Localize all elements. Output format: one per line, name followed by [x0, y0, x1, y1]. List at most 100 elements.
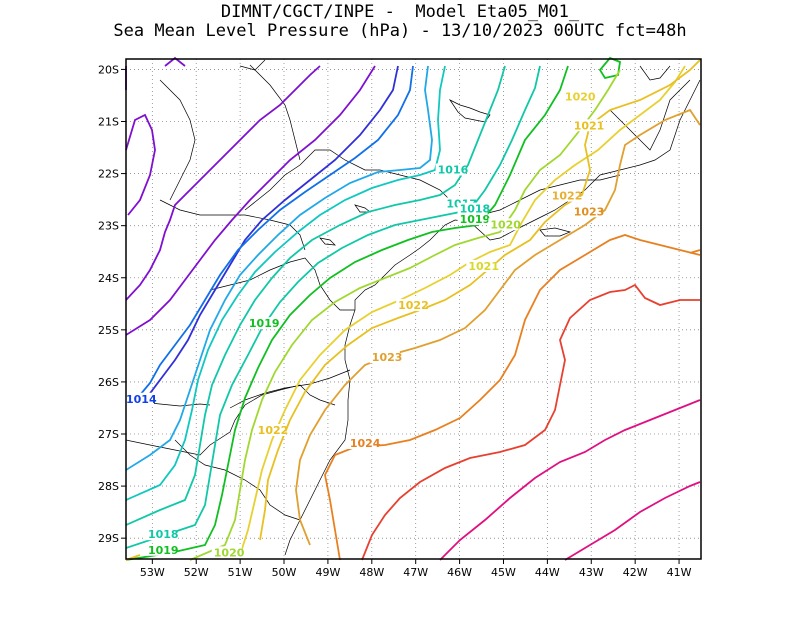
contour-label: 1021 — [468, 260, 499, 273]
contour-label: 1019 — [249, 317, 280, 330]
isobar-1020 — [189, 69, 621, 561]
lat-tick-label: 29S — [98, 532, 119, 545]
contour-label: 1019 — [460, 213, 491, 226]
contour-label-bg — [549, 189, 580, 202]
lat-tick-label: 22S — [98, 168, 119, 181]
lon-tick-label: 53W — [140, 566, 165, 579]
contour-label-bg — [571, 205, 602, 218]
isobar-1015 — [125, 65, 433, 471]
border-reservoir — [319, 237, 336, 246]
contour-label: 1021 — [574, 119, 605, 132]
lat-tick-label: 21S — [98, 116, 119, 129]
contour-label-bg — [396, 299, 427, 311]
isobar-1017 — [125, 65, 506, 526]
lon-tick-label: 48W — [359, 566, 384, 579]
isobar-1024b — [689, 249, 701, 254]
isobar-1018 — [125, 65, 541, 549]
isobar-1016 — [125, 65, 446, 501]
lon-tick-label: 44W — [535, 566, 560, 579]
isobar-1026b — [564, 481, 701, 561]
island-sp — [539, 227, 572, 237]
border-top — [239, 59, 266, 71]
lon-tick-label: 47W — [403, 566, 428, 579]
lon-tick-label: 52W — [184, 566, 209, 579]
contour-label: 1019 — [148, 544, 179, 557]
lon-tick-label: 42W — [623, 566, 648, 579]
contour-label-bg — [457, 202, 488, 215]
isobar-1025 — [361, 283, 700, 561]
lat-tick-label: 23S — [98, 220, 119, 233]
lat-tick-label: 25S — [98, 324, 119, 337]
map-frame — [125, 58, 702, 560]
border-reservoir2 — [354, 204, 371, 213]
lat-tick-label: 20S — [98, 63, 119, 76]
border-go-mg — [249, 64, 301, 161]
isobar-1012d — [125, 113, 156, 216]
isobar-1012e — [164, 56, 186, 67]
contour-label-bg — [124, 392, 154, 405]
border-mg-es — [609, 79, 691, 151]
map-title-line1: DIMNT/CGCT/INPE - Model Eta05_M01_ — [220, 2, 580, 22]
contour-label-bg — [211, 546, 242, 559]
contour-label-bg — [347, 437, 378, 450]
map-title-line2: Sea Mean Level Pressure (hPa) - 13/10/20… — [113, 21, 687, 41]
contour-label-bg — [369, 351, 400, 364]
isobar-1019b — [598, 56, 621, 80]
contour-label: 1022 — [258, 424, 289, 437]
border-lake — [448, 99, 491, 123]
contour-label-bg — [145, 528, 176, 541]
contour-label: 1023 — [574, 205, 605, 218]
lat-tick-label: 24S — [98, 272, 119, 285]
isobar-1024 — [324, 234, 701, 561]
contour-label: 1018 — [460, 203, 491, 216]
contour-label-bg — [435, 163, 466, 176]
border-ms-sp — [159, 199, 306, 251]
contour-label: 1014 — [126, 393, 157, 406]
isobar-1023 — [295, 108, 701, 546]
contour-label-bg — [488, 218, 519, 231]
isobar-1013 — [144, 65, 399, 401]
lat-tick-label: 26S — [98, 376, 119, 389]
contour-label: 1020 — [490, 218, 521, 231]
contour-label-bg — [255, 424, 286, 436]
lat-tick-label: 27S — [98, 428, 119, 441]
axis-ticks: 53W 52W 51W 50W 49W 48W 47W 46W 45W 44W 43W 42W 41W 2… — [98, 63, 692, 579]
contour-label: 1022 — [552, 190, 583, 203]
isobar-1012c — [125, 65, 376, 336]
contour-label: 1022 — [398, 299, 429, 312]
contour-label-bg — [562, 90, 593, 103]
contour-label-bg — [571, 119, 602, 132]
coastline — [284, 79, 701, 556]
lon-tick-label: 49W — [315, 566, 340, 579]
lon-tick-label: 50W — [272, 566, 297, 579]
border-sc-rs — [174, 439, 301, 521]
isobar-1014 — [125, 65, 414, 401]
lon-tick-label: 45W — [491, 566, 516, 579]
lon-tick-label: 41W — [667, 566, 692, 579]
lon-tick-label: 46W — [447, 566, 472, 579]
contour-label: 1024 — [350, 437, 381, 450]
contour-label-bg — [145, 543, 176, 556]
contour-label-bg — [466, 259, 497, 272]
isobar-1026 — [439, 399, 701, 561]
border-east — [639, 65, 671, 81]
contour-label: 1023 — [372, 351, 403, 364]
contour-label: 1018 — [148, 528, 179, 541]
contour-label: 1016 — [438, 164, 469, 177]
border-north — [159, 79, 196, 201]
contour-label-bg — [457, 213, 488, 226]
contour-label-bg — [246, 317, 277, 330]
isobar-1012b — [125, 65, 321, 301]
lon-tick-label: 51W — [228, 566, 253, 579]
contour-labels: 1016101710181019102010211022102310241019… — [124, 90, 605, 559]
grid-lines — [126, 59, 701, 559]
isobar-1019 — [125, 65, 569, 561]
isobar-1021 — [239, 65, 686, 556]
border-mg-sp — [244, 149, 456, 211]
lon-tick-label: 43W — [579, 566, 604, 579]
contour-label: 1020 — [214, 546, 245, 559]
contour-label: 1020 — [565, 91, 596, 104]
lat-tick-label: 28S — [98, 480, 119, 493]
border-mg-rj — [479, 174, 621, 216]
